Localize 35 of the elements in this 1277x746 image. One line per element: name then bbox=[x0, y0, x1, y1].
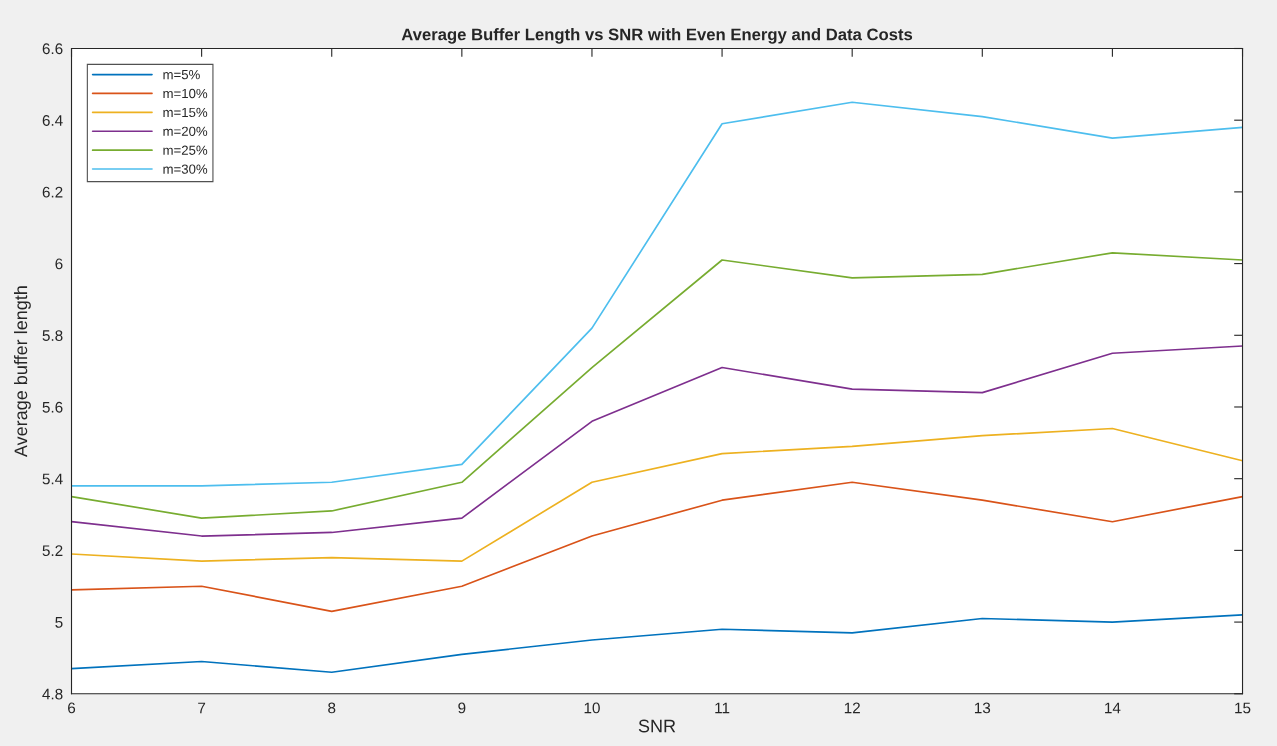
y-tick-label: 6.2 bbox=[42, 186, 63, 198]
x-tick-label: 12 bbox=[844, 702, 860, 714]
x-tick-label: 8 bbox=[328, 702, 336, 714]
x-tick-label: 6 bbox=[68, 702, 76, 714]
chart-title: Average Buffer Length vs SNR with Even Energy and Data Costs bbox=[401, 28, 913, 44]
x-tick-label: 15 bbox=[1235, 702, 1251, 714]
line-series bbox=[71, 481, 1243, 613]
line-series bbox=[71, 101, 1243, 487]
line-series bbox=[71, 614, 1243, 674]
x-tick-label: 13 bbox=[974, 702, 991, 714]
y-tick-label: 5.2 bbox=[42, 545, 63, 557]
legend-label: m=5% bbox=[163, 70, 200, 80]
x-tick-label: 14 bbox=[1105, 702, 1121, 714]
y-tick-label: 5.4 bbox=[42, 473, 63, 485]
legend-label: m=15% bbox=[163, 107, 208, 118]
y-tick-label: 5 bbox=[55, 617, 63, 628]
x-axis-title: SNR bbox=[638, 719, 676, 733]
line-series bbox=[71, 251, 1243, 519]
y-tick-label: 6 bbox=[55, 258, 63, 270]
legend-label: m=20% bbox=[163, 126, 208, 136]
y-tick-label: 5.8 bbox=[42, 330, 63, 341]
y-axis-title: Average buffer length bbox=[14, 286, 31, 458]
x-tick-label: 7 bbox=[198, 702, 206, 714]
legend-label: m=10% bbox=[163, 88, 208, 99]
y-tick-label: 4.8 bbox=[42, 688, 63, 700]
x-tick-label: 11 bbox=[715, 702, 730, 714]
x-tick-label: 9 bbox=[458, 702, 466, 714]
x-tick-label: 10 bbox=[584, 702, 600, 714]
legend-label: m=30% bbox=[163, 164, 208, 174]
y-tick-label: 6.4 bbox=[42, 115, 63, 126]
line-series bbox=[71, 427, 1243, 562]
legend-label: m=25% bbox=[163, 145, 208, 155]
y-tick-label: 5.6 bbox=[42, 401, 63, 413]
line-series bbox=[71, 345, 1243, 537]
y-tick-label: 6.6 bbox=[42, 43, 63, 55]
